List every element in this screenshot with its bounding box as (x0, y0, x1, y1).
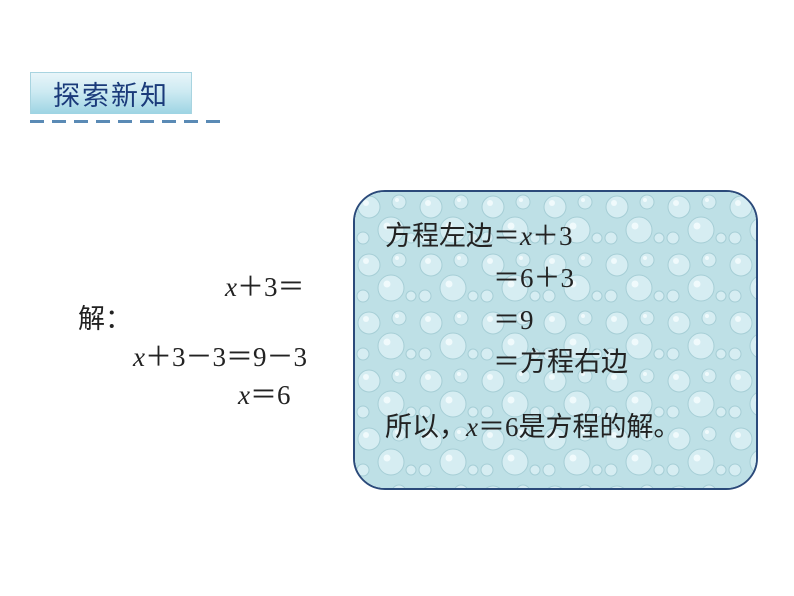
variable-x: x (225, 272, 237, 302)
concl-post: ＝6是方程的解。 (478, 412, 681, 442)
equation-line-1: x＋3＝ (225, 265, 304, 304)
dash (118, 120, 132, 123)
equation-line-3: x＝6 (238, 373, 290, 412)
dash (52, 120, 66, 123)
solve-label: 解： (78, 297, 132, 336)
dash (162, 120, 176, 123)
eq2-text: ＋3－3＝9－3 (145, 342, 307, 372)
dash (140, 120, 154, 123)
verify-l1-pre: 方程左边＝ (385, 221, 520, 251)
verification-content: 方程左边＝x＋3 ＝6＋3 ＝9 ＝方程右边 所以，x＝6是方程的解。 (355, 192, 756, 465)
section-title: 探索新知 (53, 74, 169, 113)
dash (74, 120, 88, 123)
equation-line-2: x＋3－3＝9－3 (133, 335, 307, 374)
verify-l1-post: ＋3 (532, 221, 573, 251)
verify-line-1: 方程左边＝x＋3 (385, 216, 732, 258)
verify-line-4: ＝方程右边 (493, 342, 732, 384)
variable-x: x (133, 342, 145, 372)
verify-conclusion: 所以，x＝6是方程的解。 (385, 407, 732, 449)
variable-x: x (520, 221, 532, 251)
verification-box: 方程左边＝x＋3 ＝6＋3 ＝9 ＝方程右边 所以，x＝6是方程的解。 (353, 190, 758, 490)
eq1-text: ＋3＝ (237, 272, 305, 302)
dash (206, 120, 220, 123)
concl-pre: 所以， (385, 412, 466, 442)
verify-line-3: ＝9 (493, 300, 732, 342)
eq3-text: ＝6 (250, 380, 291, 410)
title-underline-dashes (30, 120, 220, 123)
section-title-box: 探索新知 (30, 72, 192, 114)
dash (30, 120, 44, 123)
variable-x: x (466, 412, 478, 442)
variable-x: x (238, 380, 250, 410)
dash (184, 120, 198, 123)
verify-line-2: ＝6＋3 (493, 258, 732, 300)
dash (96, 120, 110, 123)
